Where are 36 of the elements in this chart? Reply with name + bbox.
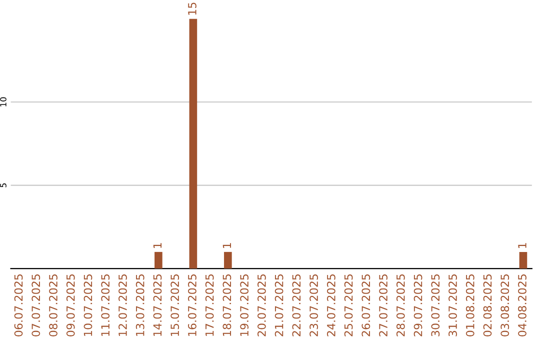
x-tick-label: 06.07.2025 [14, 274, 23, 336]
x-tick-label: 10.07.2025 [84, 274, 92, 336]
x-tick-label: 17.07.2025 [205, 274, 214, 336]
x-tick-label: 12.07.2025 [118, 274, 127, 336]
x-tick-label: 03.08.2025 [500, 274, 510, 336]
data-label: 1 [153, 243, 162, 248]
x-tick-label: 31.07.2025 [448, 274, 457, 336]
x-tick-label: 25.07.2025 [344, 274, 353, 336]
x-tick-label: 22.07.2025 [292, 274, 301, 336]
x-tick-label: 13.07.2025 [136, 274, 144, 336]
x-tick-label: 09.07.2025 [66, 274, 75, 336]
y-tick-label: 10 [0, 97, 6, 106]
x-tick-label: 30.07.2025 [431, 274, 440, 336]
x-tick-label: 26.07.2025 [362, 274, 370, 336]
data-label: 1 [518, 243, 526, 248]
data-label: 15 [188, 2, 196, 15]
x-tick-label: 15.07.2025 [170, 274, 180, 336]
x-tick-label: 02.08.2025 [483, 274, 492, 336]
y-tick-label: 5 [0, 183, 6, 188]
x-tick-label: 29.07.2025 [414, 274, 422, 336]
x-tick-label: 23.07.2025 [310, 274, 318, 336]
x-tick-label: 14.07.2025 [153, 274, 162, 336]
x-tick-label: 11.07.2025 [101, 274, 110, 336]
x-tick-label: 28.07.2025 [396, 274, 405, 336]
x-tick-label: 08.07.2025 [49, 274, 58, 336]
x-tick-label: 19.07.2025 [240, 274, 249, 336]
x-tick-label: 07.07.2025 [32, 274, 40, 336]
x-tick-label: 18.07.2025 [222, 274, 232, 336]
x-tick-label: 20.07.2025 [257, 274, 266, 336]
x-tick-label: 27.07.2025 [379, 274, 388, 336]
x-tick-label: 21.07.2025 [274, 274, 284, 336]
data-label: 1 [222, 243, 231, 248]
x-tick-label: 24.07.2025 [326, 274, 336, 336]
x-tick-label: 01.08.2025 [466, 274, 474, 336]
x-tick-label: 04.08.2025 [518, 274, 526, 336]
x-tick-label: 16.07.2025 [188, 274, 196, 336]
